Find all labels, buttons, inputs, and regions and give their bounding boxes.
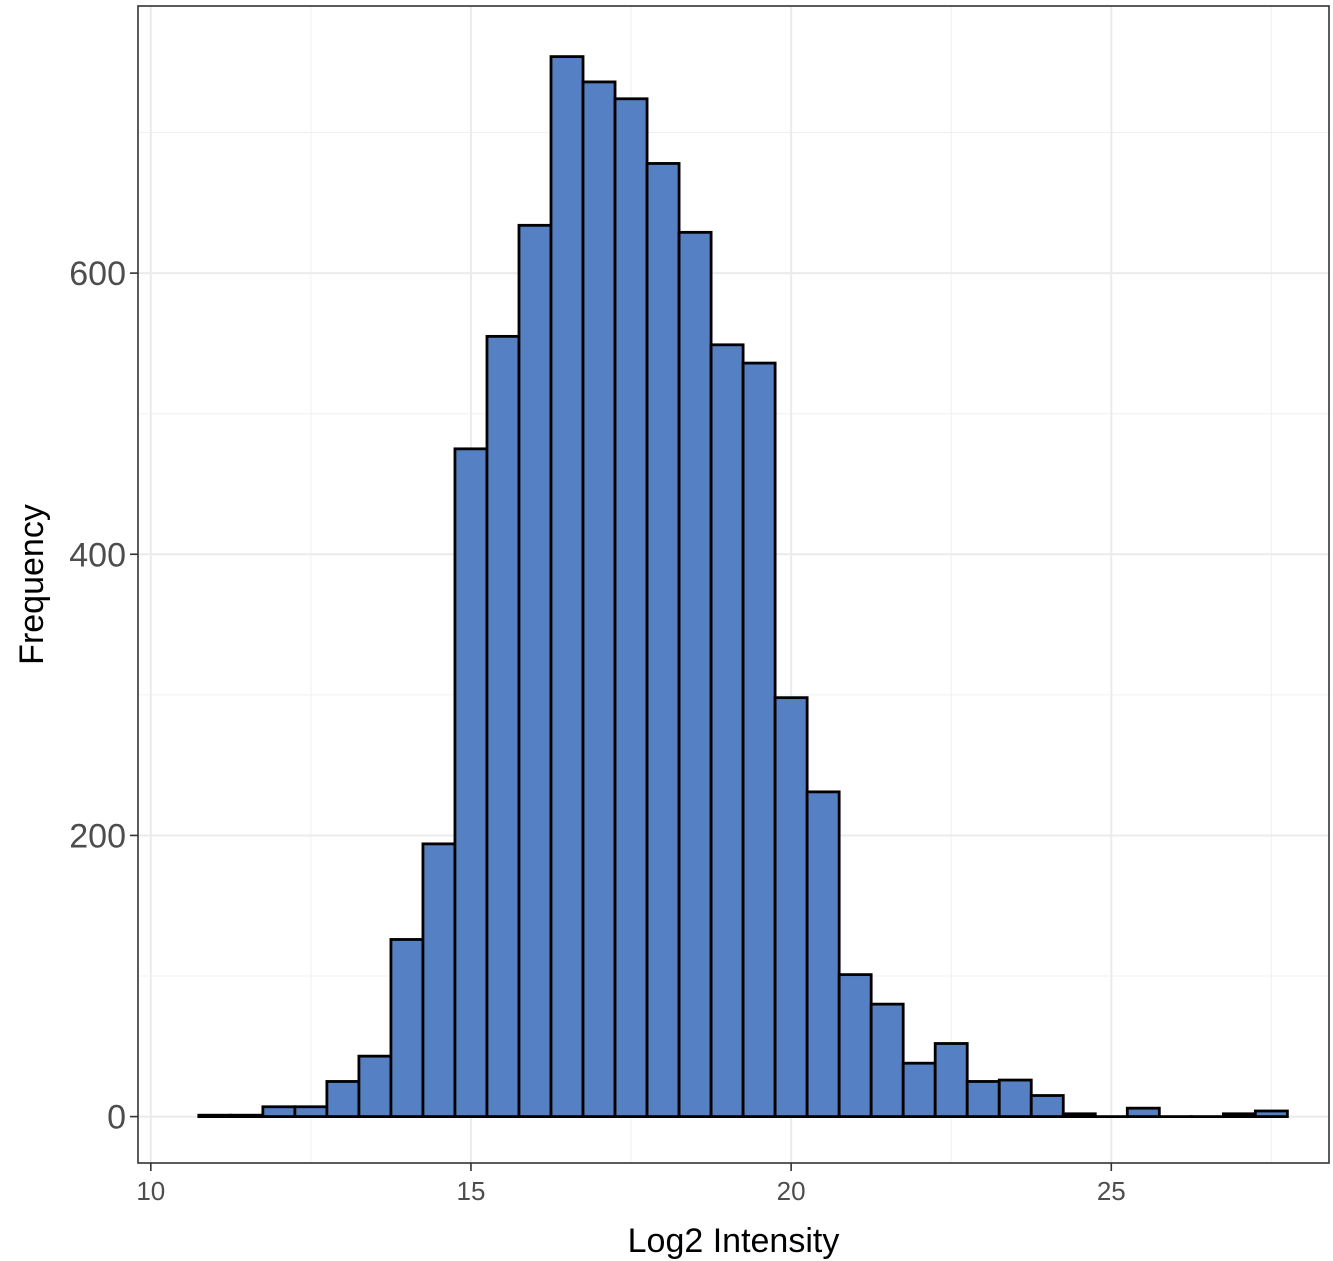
histogram-bar (613, 97, 649, 1119)
histogram-bar (197, 1113, 233, 1119)
histogram-bar (645, 162, 681, 1119)
y-tick-label: 600 (69, 255, 126, 293)
histogram-bar (293, 1105, 329, 1119)
y-axis: 0 200 400 600 (69, 255, 138, 1137)
histogram-bar (997, 1078, 1033, 1119)
histogram-bar (1253, 1109, 1289, 1119)
histogram-bar (741, 361, 777, 1119)
x-axis-title: Log2 Intensity (628, 1222, 840, 1260)
histogram-bar (965, 1080, 1001, 1119)
y-tick-label: 400 (69, 536, 126, 574)
histogram-bar (1061, 1112, 1097, 1119)
histogram-bar (421, 842, 457, 1119)
histogram-bar (901, 1061, 937, 1119)
histogram-bar (773, 696, 809, 1119)
histogram-bar (389, 938, 425, 1119)
histogram-bar (453, 447, 489, 1119)
y-axis-title: Frequency (13, 504, 51, 665)
histogram-bar (1221, 1112, 1257, 1119)
histogram-bar (677, 230, 713, 1119)
histogram-bar (709, 343, 745, 1119)
histogram-bar (805, 790, 841, 1119)
histogram-bar (485, 334, 521, 1119)
histogram-bar (581, 80, 617, 1119)
histogram-bar (261, 1105, 297, 1119)
x-tick-label: 15 (457, 1176, 486, 1206)
histogram-bar (933, 1042, 969, 1119)
x-tick-label: 10 (136, 1176, 165, 1206)
histogram-bar (1029, 1094, 1065, 1119)
panel-border (137, 5, 1330, 1164)
histogram-bar (869, 1002, 905, 1119)
histogram-bars (197, 55, 1289, 1119)
histogram-bar (325, 1080, 361, 1119)
histogram-bar (837, 973, 873, 1119)
histogram-bar (517, 223, 553, 1119)
y-tick-label: 200 (69, 817, 126, 855)
x-tick-label: 25 (1097, 1176, 1126, 1206)
x-tick-label: 20 (777, 1176, 806, 1206)
histogram-bar (1125, 1106, 1161, 1119)
histogram-bar (229, 1113, 265, 1119)
histogram-bar (357, 1054, 393, 1119)
y-tick-label: 0 (107, 1099, 126, 1137)
histogram-bar (549, 55, 585, 1119)
x-axis: 10 15 20 25 (136, 1163, 1126, 1206)
